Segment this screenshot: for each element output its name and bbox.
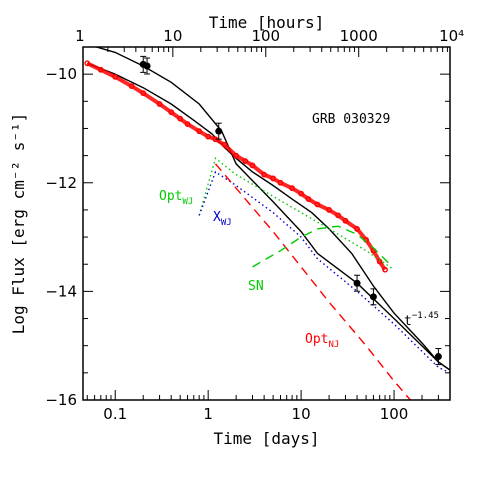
y-tick-label: −14 <box>45 282 77 300</box>
x2-axis-label: Time [hours] <box>209 13 325 32</box>
x2-tick-label: 100 <box>251 27 280 45</box>
label-powerlaw: t−1.45 <box>404 311 439 329</box>
label-opt-wj-sub: WJ <box>182 197 193 207</box>
label-sn: SN <box>248 279 264 294</box>
x-tick-label: 1 <box>203 405 213 423</box>
label-powerlaw-sup: −1.45 <box>412 311 439 321</box>
axis-ticks: 0.1 1 10 100 1 10 100 1000 10⁴ −10 −12 −14 −16 <box>45 27 464 423</box>
x-axis-label: Time [days] <box>214 429 320 448</box>
y-axis-label: Log Flux [erg cm⁻² s⁻¹] <box>9 113 28 335</box>
chart-marks <box>84 47 450 400</box>
series-optical_model <box>87 62 450 371</box>
x-tick-label: 0.1 <box>103 405 127 423</box>
x-tick-label: 100 <box>380 405 409 423</box>
chart-title: GRB 030329 <box>312 112 390 127</box>
label-x-wj-sub: WJ <box>221 218 232 228</box>
label-opt-nj-sub: NJ <box>328 340 339 350</box>
label-x-wj-main: X <box>213 210 221 225</box>
label-opt-wj: OptWJ <box>159 189 193 207</box>
series-opt_nj <box>214 163 411 400</box>
x2-tick-label: 1000 <box>340 27 378 45</box>
label-opt-wj-main: Opt <box>159 189 182 204</box>
xray-data-point <box>143 62 151 70</box>
series-sn <box>252 225 391 268</box>
label-opt-nj-main: Opt <box>305 332 328 347</box>
y-tick-label: −10 <box>45 65 77 83</box>
x2-tick-label: 10 <box>163 27 182 45</box>
xray-data-point <box>353 279 361 287</box>
x2-tick-label: 1 <box>75 27 85 45</box>
label-opt-nj: OptNJ <box>305 332 339 350</box>
x2-tick-label: 10⁴ <box>439 27 464 45</box>
label-powerlaw-main: t <box>404 314 412 329</box>
y-tick-label: −12 <box>45 174 77 192</box>
y-tick-label: −16 <box>45 391 77 409</box>
series-x_wj <box>198 170 450 374</box>
plot-frame <box>82 46 451 401</box>
series-opt_wj <box>198 157 395 271</box>
label-x-wj: XWJ <box>213 210 232 228</box>
xray-data-point <box>434 353 442 361</box>
optical-data-ribbon <box>86 61 387 271</box>
xray-data-point <box>215 127 223 135</box>
x-tick-label: 10 <box>292 405 311 423</box>
xray-data-point <box>369 293 377 301</box>
